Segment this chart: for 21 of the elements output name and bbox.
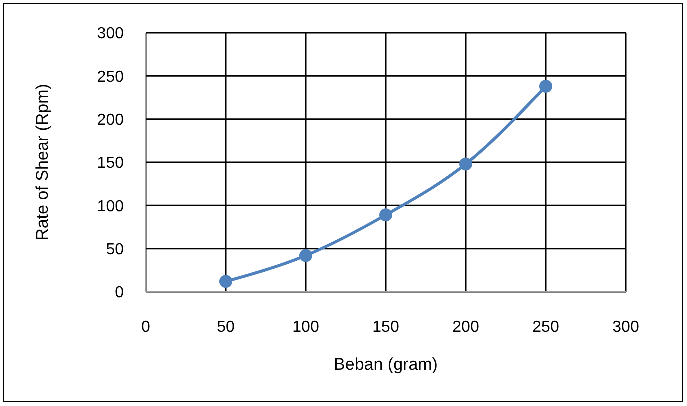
x-tick-label: 150 [372,319,400,336]
x-tick-label: 50 [217,319,235,336]
y-tick-label: 200 [97,112,124,129]
y-tick-label: 300 [97,26,124,43]
x-tick-label: 0 [142,319,151,336]
x-tick-label: 100 [292,319,320,336]
y-tick-label: 50 [106,241,124,258]
point [300,249,312,262]
point [460,158,472,171]
y-tick-label: 0 [115,284,124,302]
x-tick-label: 250 [532,319,560,336]
point [380,208,392,222]
x-axis-title: Beban (gram) [334,355,438,374]
y-axis-title: Rate of Shear (Rpm) [33,84,52,241]
x-tick-label: 300 [612,319,640,336]
x-tick-label: 200 [452,319,480,336]
y-tick-label: 100 [97,198,124,216]
y-tick-label: 250 [97,68,124,86]
point [220,275,232,288]
point [540,80,552,94]
y-tick-label: 150 [97,155,124,172]
